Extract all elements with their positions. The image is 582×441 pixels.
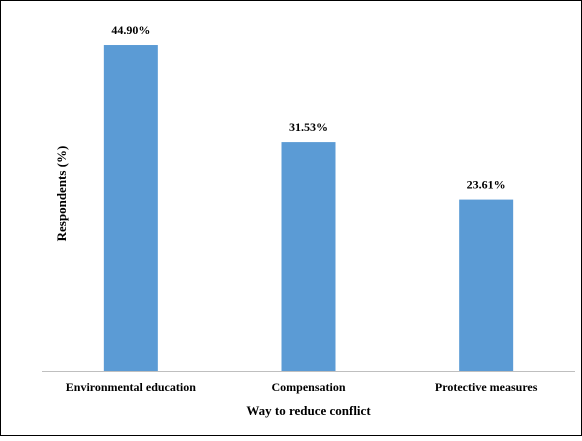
x-axis-title: Way to reduce conflict [246,403,371,418]
data-label-1: 44.90% [111,23,150,37]
y-axis-title: Respondents (%) [54,146,69,242]
x-tick-label-3: Protective measures [435,380,538,394]
bars-layer [103,45,514,371]
data-label-2: 31.53% [289,120,328,134]
data-labels-layer: 44.90% 31.53% 23.61% [111,23,505,192]
x-tick-labels-layer: Environmental education Compensation Prote… [66,380,538,394]
bar-1 [103,45,158,371]
x-tick-label-1: Environmental education [66,380,196,394]
data-label-3: 23.61% [467,178,506,192]
x-tick-label-2: Compensation [271,380,345,394]
bar-3 [459,199,514,371]
bar-2 [281,142,336,371]
